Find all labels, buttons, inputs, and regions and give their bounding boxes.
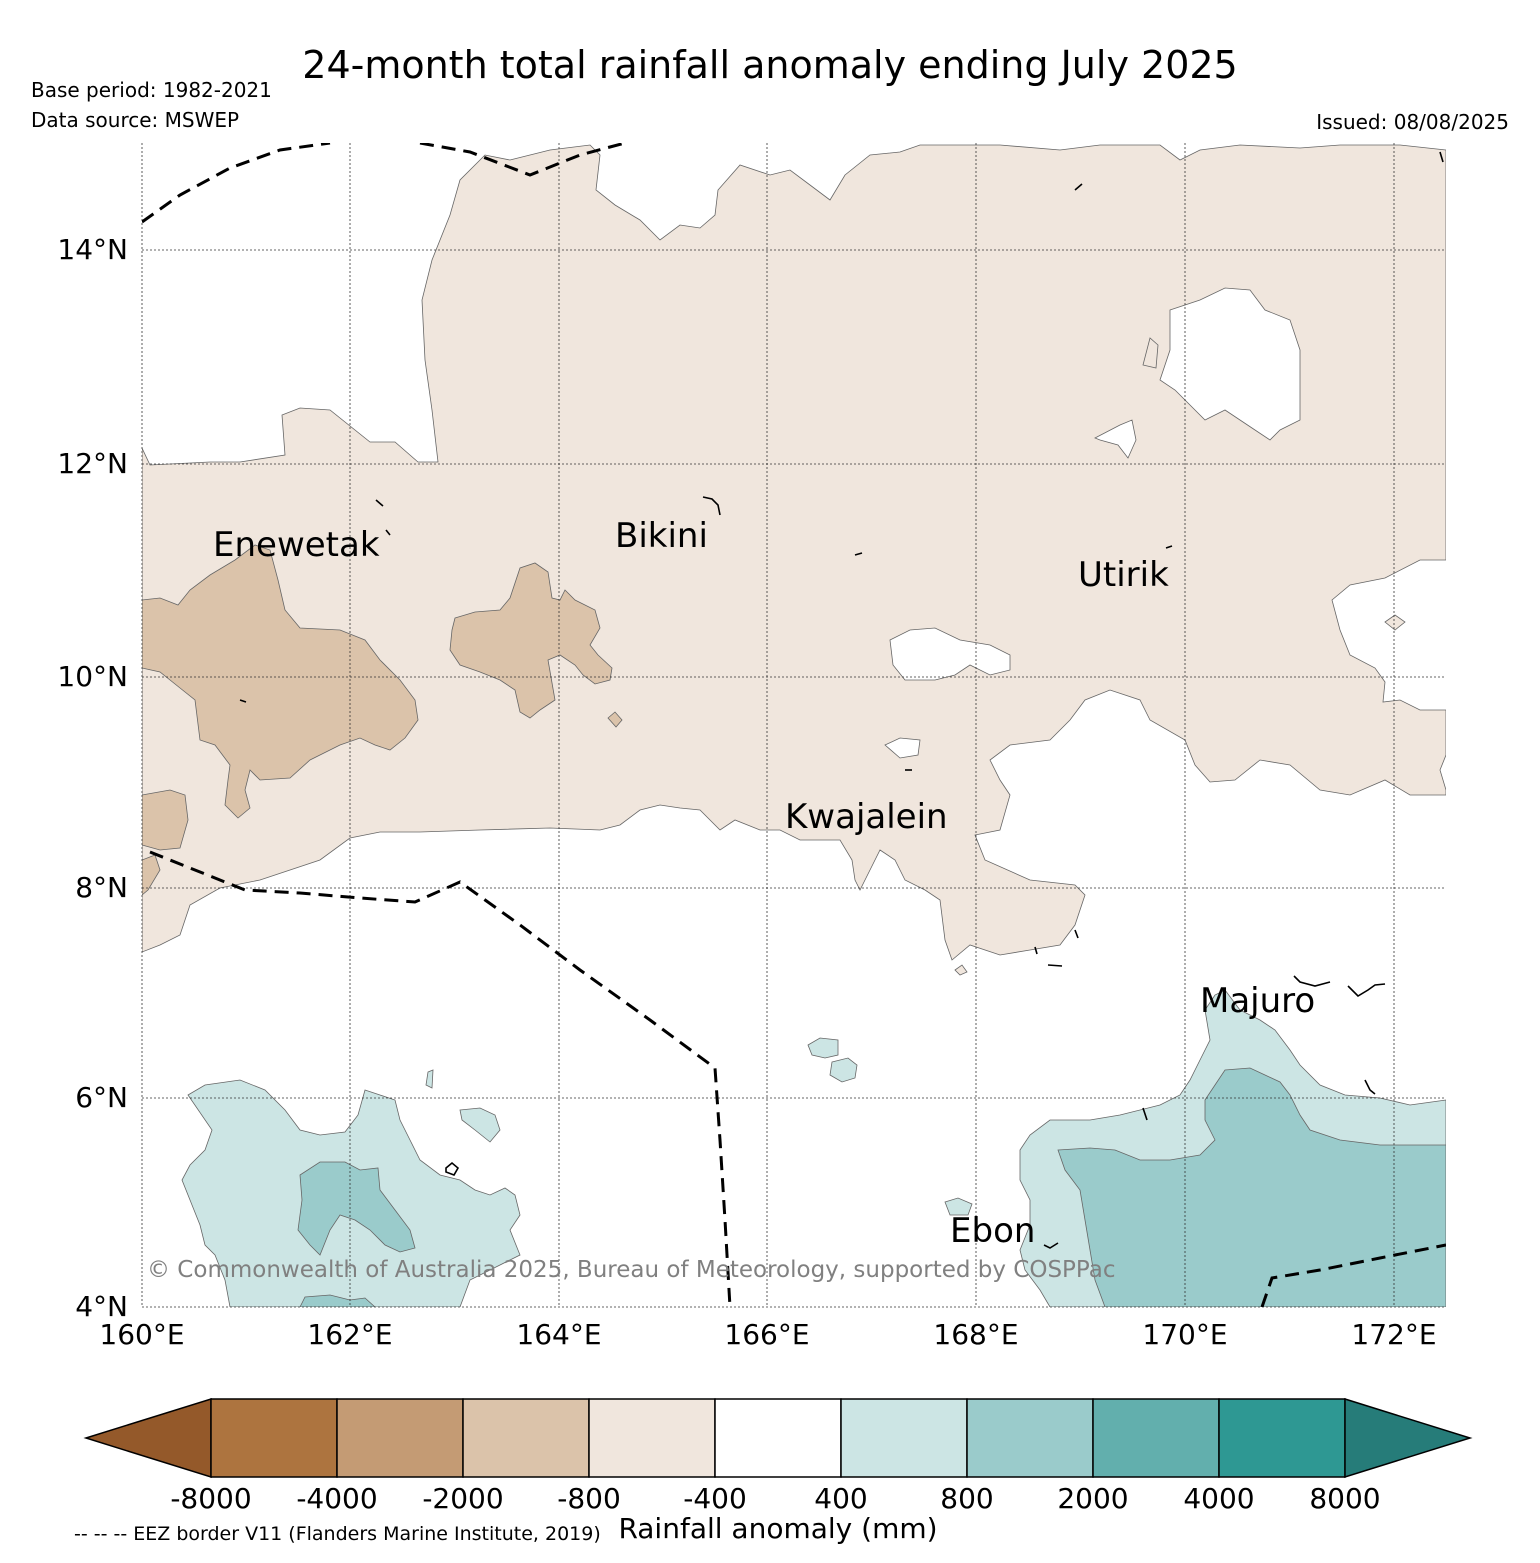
colorbar-swatch-1: [210, 1398, 338, 1478]
lon-label-160e: 160°E: [99, 1318, 184, 1351]
eez-border-lines: [142, 143, 1446, 1307]
colorbar-tick-7: 2000: [1057, 1482, 1128, 1515]
colorbar-swatch-5: [714, 1398, 842, 1478]
colorbar-swatch-2: [336, 1398, 464, 1478]
eez-legend-note: -- -- -- EEZ border V11 (Flanders Marine…: [74, 1523, 601, 1545]
colorbar-swatch-extend-low: [83, 1397, 212, 1479]
dry-anomaly-region: [142, 144, 1446, 961]
colorbar-tick-0: -8000: [170, 1482, 251, 1515]
place-enewetak: Enewetak: [213, 525, 380, 565]
map-panel: [141, 143, 1446, 1308]
atoll-outlines: [239, 151, 1444, 1249]
colorbar-label: Rainfall anomaly (mm): [618, 1512, 937, 1545]
lat-label-6n: 6°N: [75, 1081, 128, 1114]
colorbar-swatch-3: [462, 1398, 590, 1478]
place-bikini: Bikini: [615, 516, 708, 556]
colorbar-tick-2: -2000: [422, 1482, 503, 1515]
map-gridlines: [141, 143, 1446, 1308]
colorbar-swatch-6: [840, 1398, 968, 1478]
colorbar-tick-5: 400: [814, 1482, 867, 1515]
place-majuro: Majuro: [1200, 981, 1315, 1021]
drier-anomaly-region-bikini: [449, 562, 613, 719]
base-period: Base period: 1982-2021: [31, 78, 272, 102]
lon-label-170e: 170°E: [1142, 1318, 1227, 1351]
colorbar-tick-1: -4000: [296, 1482, 377, 1515]
colorbar-swatch-4: [588, 1398, 716, 1478]
colorbar-swatch-7: [966, 1398, 1094, 1478]
drier-anomaly-region: [142, 544, 419, 819]
place-kwajalein: Kwajalein: [785, 797, 948, 837]
lat-label-10n: 10°N: [57, 660, 128, 693]
wetter-anomaly-region-west: [297, 1161, 416, 1256]
colorbar-tick-4: -400: [683, 1482, 747, 1515]
lat-label-14n: 14°N: [57, 233, 128, 266]
lon-label-164e: 164°E: [516, 1318, 601, 1351]
colorbar-tick-3: -800: [557, 1482, 621, 1515]
data-source: Data source: MSWEP: [31, 108, 239, 132]
lon-label-168e: 168°E: [933, 1318, 1018, 1351]
longitude-tick-labels: 160°E 162°E 164°E 166°E 168°E 170°E 172°…: [99, 1318, 1436, 1351]
colorbar-tick-9: 8000: [1309, 1482, 1380, 1515]
lon-label-172e: 172°E: [1351, 1318, 1436, 1351]
figure-title: 24-month total rainfall anomaly ending J…: [302, 43, 1237, 87]
place-ebon: Ebon: [950, 1211, 1035, 1251]
wetter-anomaly-region-east: [1057, 1067, 1446, 1307]
colorbar: [83, 1397, 1473, 1479]
latitude-tick-labels: 14°N 12°N 10°N 8°N 6°N 4°N: [57, 233, 128, 1323]
colorbar-swatch-8: [1092, 1398, 1220, 1478]
lat-label-8n: 8°N: [75, 871, 128, 904]
colorbar-tick-8: 4000: [1183, 1482, 1254, 1515]
place-labels: Enewetak Bikini Utirik Kwajalein Majuro …: [213, 516, 1315, 1251]
colorbar-tick-6: 800: [940, 1482, 993, 1515]
lon-label-162e: 162°E: [307, 1318, 392, 1351]
lat-label-12n: 12°N: [57, 447, 128, 480]
colorbar-swatch-9: [1218, 1398, 1346, 1478]
colorbar-tick-labels: -8000 -4000 -2000 -800 -400 400 800 2000…: [170, 1482, 1380, 1515]
lon-label-166e: 166°E: [724, 1318, 809, 1351]
issued-date: Issued: 08/08/2025: [1316, 110, 1509, 134]
lat-label-4n: 4°N: [75, 1290, 128, 1323]
copyright-watermark: © Commonwealth of Australia 2025, Bureau…: [147, 1257, 1116, 1283]
place-utirik: Utirik: [1078, 555, 1169, 595]
colorbar-swatch-extend-high: [1344, 1397, 1473, 1479]
